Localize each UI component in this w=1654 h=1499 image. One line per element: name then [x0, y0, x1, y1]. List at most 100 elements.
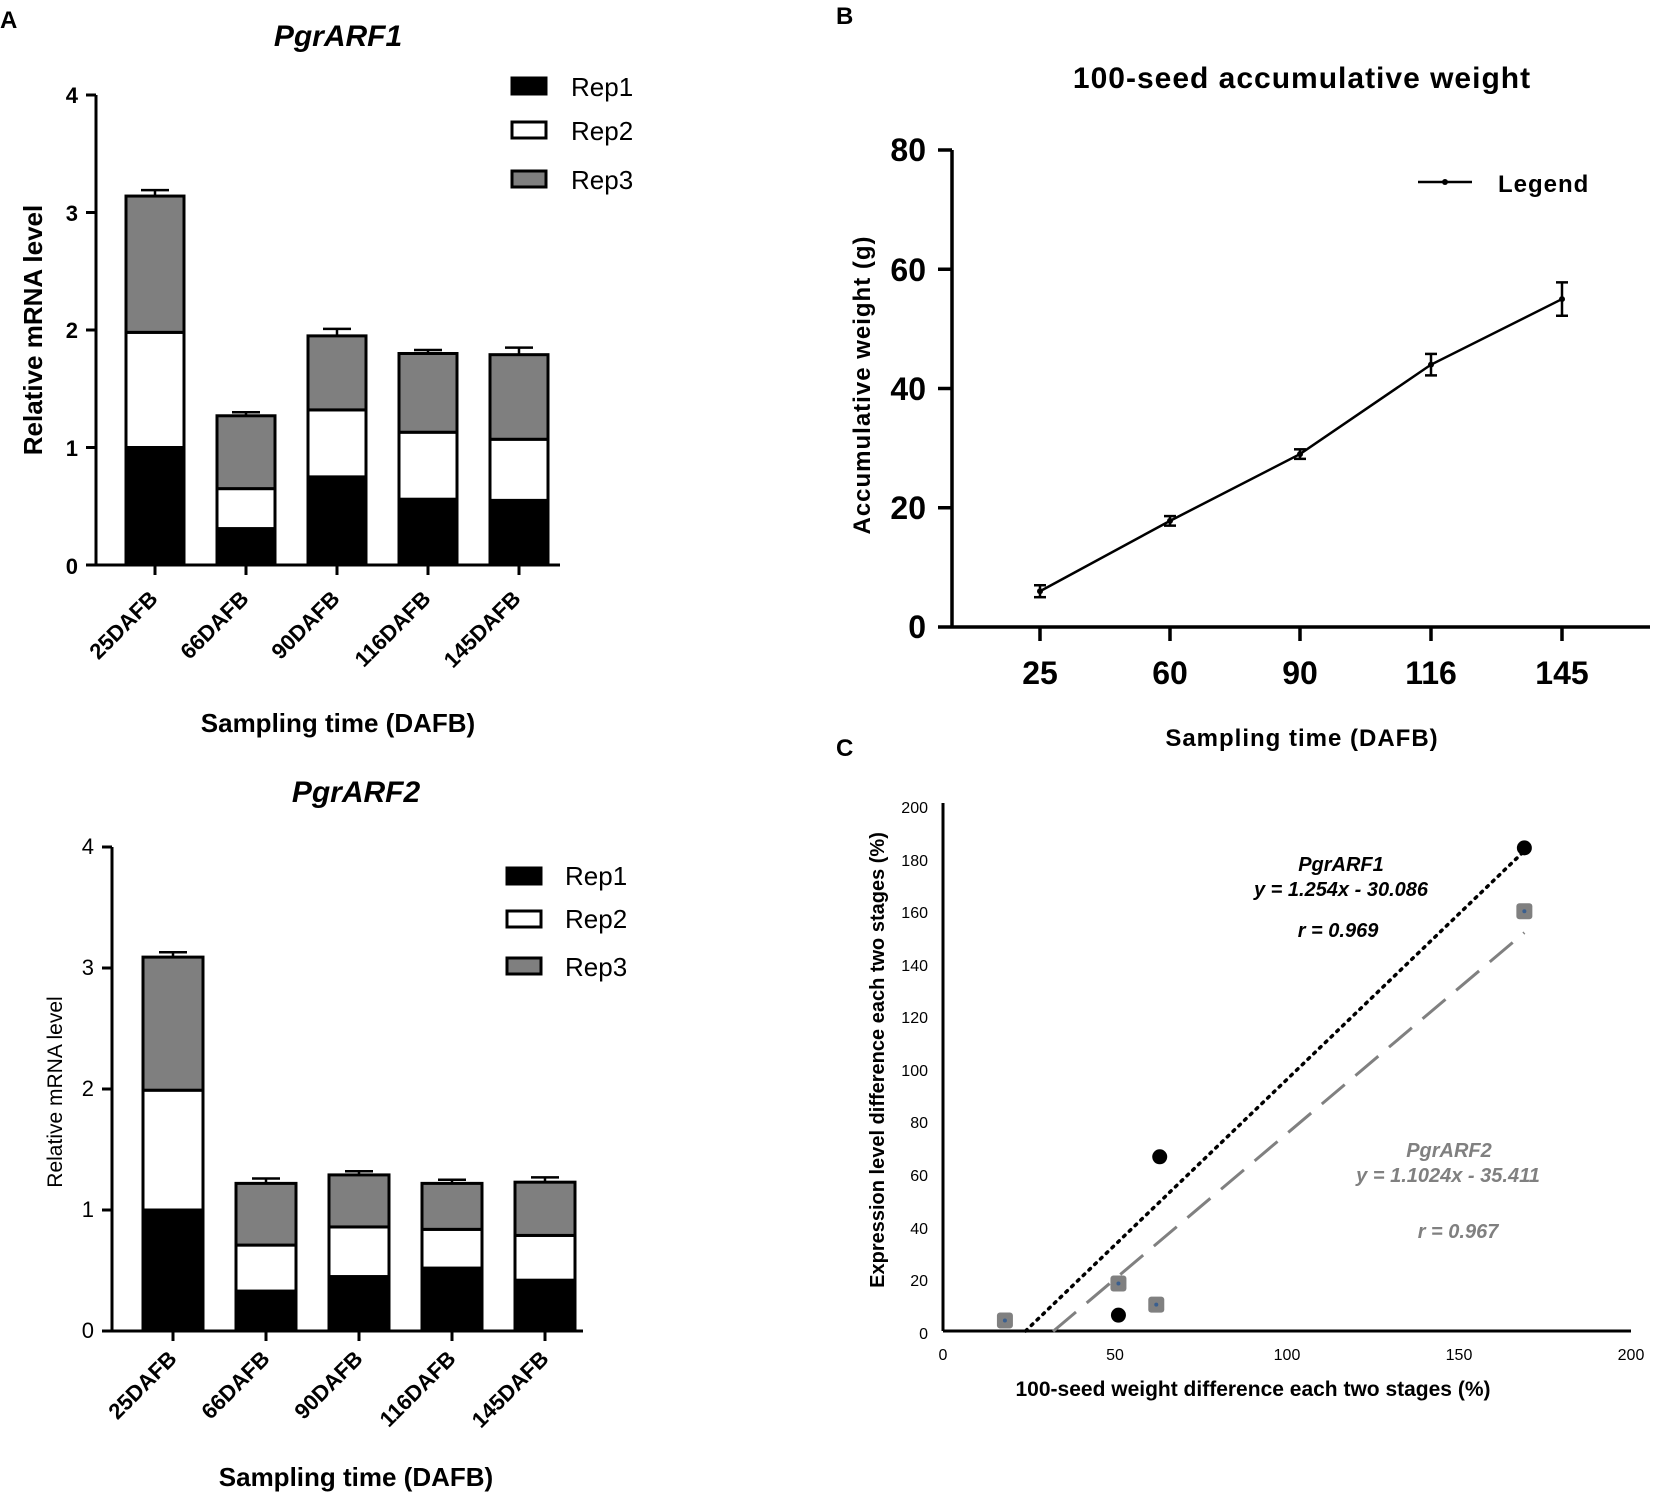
legend-label-rep3: Rep3 — [565, 952, 627, 982]
y-tick-label: 3 — [66, 201, 78, 226]
y-tick-label: 20 — [890, 490, 926, 526]
x-tick-label: 100 — [1274, 1347, 1301, 1364]
x-tick-label: 200 — [1618, 1347, 1645, 1364]
y-tick-label: 160 — [901, 905, 928, 922]
data-point-center — [1116, 1281, 1121, 1286]
bar-segment-rep3 — [306, 334, 368, 412]
y-tick-label: 40 — [910, 1221, 928, 1238]
x-tick-label: 66DAFB — [175, 586, 253, 664]
data-point-center — [1522, 909, 1527, 914]
bar-segment-rep1 — [327, 1275, 391, 1333]
y-axis-ticks: 0 1 2 3 4 — [82, 834, 94, 1343]
bar-segment-rep3 — [234, 1181, 298, 1247]
x-axis-label: Sampling time (DAFB) — [201, 708, 475, 738]
chart-accumulative-weight: 100-seed accumulative weight Accumulativ… — [849, 62, 1650, 752]
bar-segment-rep3 — [420, 1181, 484, 1231]
y-tick-label: 200 — [901, 800, 928, 817]
bar-segment-rep2 — [397, 430, 459, 501]
data-point-center — [1154, 1302, 1159, 1307]
data-point — [1559, 296, 1565, 303]
x-axis-ticks: 25DAFB 66DAFB 90DAFB 116DAFB 145DAFB — [84, 586, 525, 673]
bar-segment-rep2 — [234, 1243, 298, 1293]
y-axis-label: Relative mRNA level — [18, 205, 48, 455]
y-tick-label: 20 — [910, 1273, 928, 1290]
x-tick-label: 145 — [1535, 655, 1588, 691]
bars-group — [102, 845, 583, 1341]
bar-segment-rep3 — [513, 1180, 577, 1237]
x-tick-label: 145DAFB — [467, 1346, 554, 1433]
y-tick-label: 4 — [66, 83, 79, 108]
x-tick-label: 25DAFB — [84, 586, 162, 664]
series-line — [1039, 297, 1563, 593]
chart-title: PgrARF1 — [274, 20, 402, 53]
legend: Rep1 Rep2 Rep3 — [510, 72, 633, 195]
y-tick-label: 2 — [82, 1076, 94, 1101]
y-axis-ticks: 0 20 40 60 80 — [890, 132, 926, 645]
bar-segment-rep1 — [420, 1266, 484, 1333]
y-tick-label: 0 — [908, 609, 926, 645]
trendline-pgrarf1 — [1023, 849, 1527, 1333]
y-tick-label: 0 — [66, 554, 78, 579]
bar-segment-rep1 — [488, 498, 550, 567]
bar-segment-rep1 — [397, 497, 459, 567]
bar-segment-rep3 — [397, 352, 459, 434]
x-axis-label: 100-seed weight difference each two stag… — [1016, 1378, 1491, 1401]
legend-label-rep1: Rep1 — [565, 861, 627, 891]
legend-swatch-rep2 — [510, 120, 548, 140]
data-point — [1428, 361, 1434, 368]
y-axis-label: Relative mRNA level — [44, 996, 67, 1187]
line-series-group — [938, 148, 1650, 641]
legend-label-rep1: Rep1 — [571, 72, 633, 102]
legend-swatch-rep3 — [505, 956, 543, 976]
legend-marker — [1442, 179, 1448, 185]
bar-segment-rep2 — [513, 1233, 577, 1282]
panel-label-a: A — [0, 7, 17, 34]
x-tick-label: 145DAFB — [439, 586, 526, 673]
bar-segment-rep2 — [420, 1227, 484, 1270]
bar-segment-rep1 — [234, 1289, 298, 1333]
r-value-pgrarf1: r = 0.969 — [1298, 920, 1380, 942]
y-axis-ticks: 0 20 40 60 80 100 120 140 160 180 200 — [901, 800, 928, 1343]
y-tick-label: 80 — [910, 1115, 928, 1132]
data-point — [1297, 451, 1303, 458]
legend-label-rep3: Rep3 — [571, 165, 633, 195]
bars-group — [86, 93, 560, 575]
bar-segment-rep1 — [306, 475, 368, 567]
y-tick-label: 140 — [901, 958, 928, 975]
y-tick-label: 3 — [82, 955, 94, 980]
bar-segment-rep2 — [141, 1088, 205, 1212]
bar-segment-rep2 — [124, 330, 186, 450]
x-tick-label: 60 — [1152, 655, 1188, 691]
y-axis-label: Accumulative weight (g) — [849, 235, 876, 534]
chart-correlation: Expression level difference each two sta… — [867, 800, 1644, 1401]
x-axis-label: Sampling time (DAFB) — [1165, 725, 1438, 752]
x-tick-label: 25DAFB — [103, 1346, 181, 1424]
y-tick-label: 180 — [901, 853, 928, 870]
data-point — [1037, 588, 1043, 595]
bar-segment-rep3 — [124, 194, 186, 334]
bar-segment-rep2 — [327, 1225, 391, 1279]
y-tick-label: 80 — [890, 132, 926, 168]
equation-pgrarf1: y = 1.254x - 30.086 — [1253, 879, 1429, 901]
bar-segment-rep1 — [513, 1278, 577, 1333]
bar-segment-rep3 — [215, 414, 277, 491]
x-axis-ticks: 25DAFB 66DAFB 90DAFB 116DAFB 145DAFB — [103, 1346, 553, 1433]
y-tick-label: 0 — [919, 1326, 928, 1343]
x-tick-label: 90DAFB — [289, 1346, 367, 1424]
y-tick-label: 60 — [890, 252, 926, 288]
data-point-circle — [1152, 1149, 1168, 1165]
scatter-group — [941, 803, 1631, 1333]
legend-swatch-rep1 — [505, 866, 543, 886]
annotation-pgrarf2: PgrARF2 y = 1.1024x - 35.411 r = 0.967 — [1355, 1140, 1540, 1243]
r-value-pgrarf2: r = 0.967 — [1418, 1221, 1500, 1243]
data-point-circle — [1516, 840, 1532, 856]
x-tick-label: 50 — [1106, 1347, 1124, 1364]
legend: Rep1 Rep2 Rep3 — [505, 861, 627, 982]
chart-title: 100-seed accumulative weight — [1073, 62, 1531, 95]
panel-label-b: B — [836, 3, 853, 30]
y-tick-label: 1 — [66, 436, 78, 461]
x-tick-label: 116DAFB — [375, 1346, 461, 1432]
x-tick-label: 116 — [1405, 655, 1457, 691]
bar-segment-rep3 — [327, 1173, 391, 1229]
x-tick-label: 90DAFB — [266, 586, 344, 664]
